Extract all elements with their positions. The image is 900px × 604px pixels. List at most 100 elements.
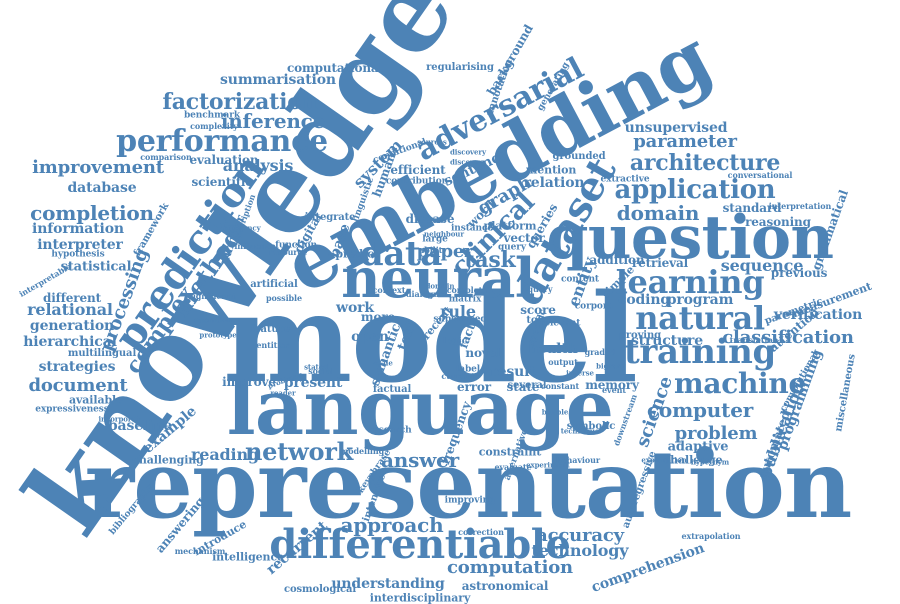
- cloud-word: interdisciplinary: [369, 591, 471, 604]
- cloud-word: disease: [405, 212, 455, 226]
- cloud-word: extractive: [600, 174, 650, 185]
- cloud-word: improvement: [32, 157, 164, 178]
- cloud-word: scientific: [191, 175, 253, 189]
- cloud-word: predict: [335, 247, 379, 261]
- cloud-word: program: [666, 292, 734, 308]
- cloud-word: experiment: [526, 460, 570, 470]
- cloud-word: relational: [27, 300, 113, 319]
- cloud-word: resource: [268, 247, 308, 257]
- cloud-word: improve: [222, 375, 276, 389]
- cloud-word: discovery: [449, 147, 487, 157]
- cloud-word: language: [226, 363, 614, 452]
- cloud-word: evaluate: [494, 462, 532, 472]
- cloud-word: token: [526, 315, 558, 326]
- cloud-word: efficient: [390, 163, 446, 177]
- cloud-word: astronomical: [461, 579, 549, 593]
- cloud-word: label: [455, 364, 481, 375]
- cloud-word: parameter: [633, 131, 737, 152]
- cloud-word: modelling: [339, 446, 385, 456]
- cloud-word: content: [561, 274, 599, 285]
- cloud-word: output: [548, 357, 578, 367]
- cloud-word: unsupervised: [624, 120, 728, 136]
- cloud-word: interpretation: [768, 201, 832, 211]
- cloud-word: several: [507, 380, 547, 391]
- cloud-word: hypernym: [690, 457, 730, 467]
- cloud-word: improving: [444, 495, 496, 506]
- cloud-word: machine: [673, 367, 807, 400]
- cloud-word: instance: [450, 223, 494, 234]
- cloud-word: translation: [729, 335, 779, 345]
- cloud-word: function: [275, 240, 317, 251]
- cloud-word: inverse: [566, 368, 594, 378]
- cloud-word: integrate: [304, 212, 356, 223]
- cloud-word: domain: [616, 201, 700, 225]
- cloud-word: application: [614, 175, 776, 205]
- cloud-word: differentiable: [269, 521, 571, 568]
- cloud-word: intelligence: [212, 550, 284, 564]
- cloud-word: work: [336, 300, 374, 316]
- cloud-word: neighbour: [424, 229, 464, 239]
- cloud-word: question: [546, 203, 834, 273]
- cloud-word: understanding: [331, 576, 445, 592]
- cloud-word: platform: [483, 219, 537, 233]
- cloud-word: completion: [30, 201, 154, 225]
- cloud-word: correction: [458, 527, 504, 537]
- cloud-word: present: [283, 375, 343, 391]
- cloud-word: logic: [442, 336, 468, 347]
- cloud-word: approach: [340, 513, 444, 537]
- cloud-word: computer: [646, 398, 754, 422]
- cloud-word: corpora: [574, 301, 614, 312]
- cloud-word: representation: [84, 430, 853, 540]
- cloud-word: bigram: [596, 361, 624, 371]
- cloud-word: grounded: [552, 151, 606, 162]
- cloud-word: learning: [615, 263, 765, 301]
- cloud-word: state: [506, 380, 540, 394]
- cloud-word: possible: [265, 293, 303, 303]
- cloud-word: factorization: [162, 89, 318, 115]
- cloud-word: significant: [188, 291, 236, 301]
- cloud-word: performance: [116, 124, 328, 159]
- cloud-word: hierarchical: [23, 334, 117, 350]
- cloud-word: relation: [523, 175, 585, 191]
- cloud-word: open: [351, 329, 389, 345]
- cloud-word: health: [528, 341, 578, 357]
- cloud-word: factual: [372, 384, 412, 395]
- cloud-word: conversational: [727, 170, 793, 180]
- cloud-word: paper: [416, 241, 474, 262]
- cloud-word: technique: [560, 426, 600, 436]
- cloud-word: current: [441, 371, 475, 381]
- cloud-word: hypothesis: [51, 249, 105, 260]
- cloud-word: sequence: [720, 256, 804, 275]
- cloud-word: interpreter: [37, 237, 123, 253]
- cloud-word: standard: [722, 201, 782, 215]
- cloud-word: symbolic: [566, 421, 616, 432]
- cloud-word: ability: [419, 245, 447, 255]
- cloud-word: prototype: [199, 330, 237, 340]
- cloud-word: summarisation: [220, 72, 336, 88]
- cloud-word: artificial: [250, 279, 298, 290]
- cloud-word: addition: [589, 253, 645, 267]
- cloud-word: mechanism: [174, 546, 226, 556]
- cloud-word: domain: [425, 281, 455, 291]
- cloud-word: stated: [304, 362, 328, 372]
- cloud-word: benchmark: [183, 110, 241, 121]
- cloud-word: relevant: [539, 318, 581, 329]
- cloud-word: multilingual: [67, 348, 137, 359]
- cloud-word: result: [490, 364, 536, 380]
- cloud-word: document: [28, 375, 128, 396]
- cloud-word: generation: [29, 318, 115, 334]
- cloud-word: computation: [447, 557, 573, 578]
- cloud-word: score: [520, 303, 556, 317]
- cloud-word: entities: [256, 340, 290, 350]
- cloud-word: graded: [584, 347, 616, 357]
- cloud-word: incorporate: [98, 414, 144, 424]
- cloud-word: context: [372, 285, 406, 295]
- cloud-word: feature: [250, 324, 290, 335]
- cloud-word: baseline: [107, 418, 173, 434]
- cloud-word: novel: [465, 346, 501, 360]
- cloud-word: inference: [220, 109, 326, 133]
- cloud-word: proving: [618, 330, 662, 341]
- cloud-word: regularising: [426, 62, 494, 73]
- cloud-word: structure: [630, 333, 704, 349]
